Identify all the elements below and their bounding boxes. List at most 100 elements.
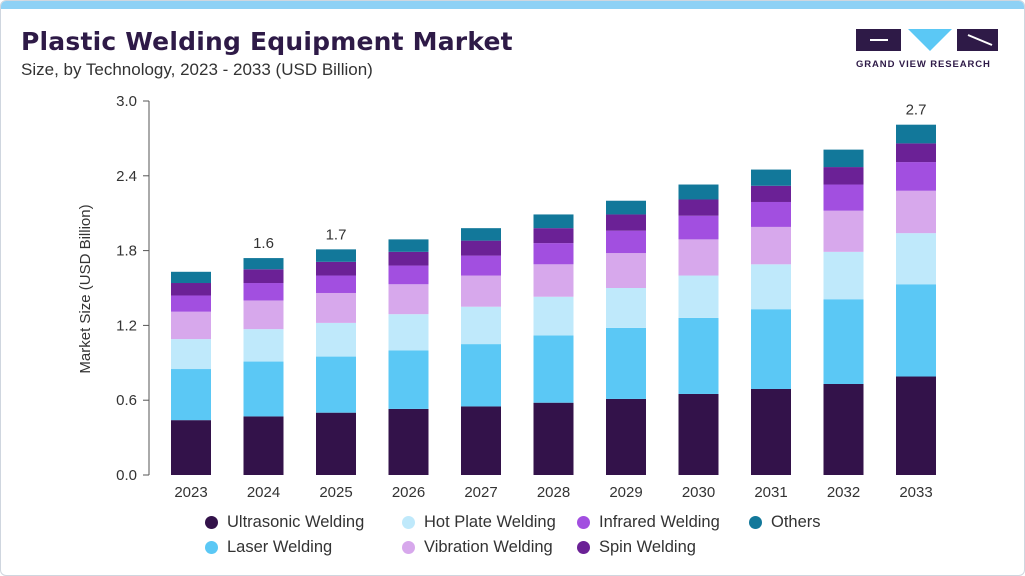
bar-segment (461, 255, 501, 276)
bar-segment (316, 261, 356, 276)
bar-segment (316, 292, 356, 323)
x-tick-label: 2023 (174, 484, 207, 501)
x-axis-ticks: 2023 2024 2025 2026 2027 2028 2029 2030 2031 2032… (174, 484, 932, 501)
legend-swatch (577, 516, 590, 529)
y-axis: 0.0 0.6 1.2 1.8 2.4 3.0 (116, 93, 150, 484)
legend-label: Ultrasonic Welding (227, 513, 365, 531)
bar-segment (388, 284, 429, 315)
bar-segment (316, 249, 356, 262)
bar-segment (533, 214, 574, 229)
chart-subtitle: Size, by Technology, 2023 - 2033 (USD Bi… (21, 60, 373, 79)
bar-segment (896, 190, 936, 234)
legend-label: Vibration Welding (424, 538, 553, 556)
bar-segment (243, 283, 284, 301)
value-label: 1.7 (326, 226, 347, 243)
bar-segment (533, 243, 574, 265)
bar-segment (606, 230, 646, 254)
bar-segment (533, 402, 574, 475)
bar-segment (751, 226, 791, 265)
bar-segment (388, 251, 429, 266)
bar-segment (896, 124, 936, 144)
y-tick-label: 0.6 (116, 392, 137, 409)
bar-segment (388, 265, 429, 285)
bar-segment (461, 240, 501, 256)
bar-segment (751, 185, 791, 202)
bar-segment (606, 214, 646, 231)
bar-segment (171, 311, 211, 340)
bar-segment (751, 388, 791, 475)
bars-group (171, 124, 936, 475)
y-tick-label: 2.4 (116, 168, 137, 185)
y-tick-label: 0.0 (116, 467, 137, 484)
bar-segment (533, 264, 574, 297)
bar-segment (243, 361, 284, 417)
bar-segment (823, 299, 864, 384)
legend-swatch (749, 516, 762, 529)
bar-segment (243, 269, 284, 284)
bar-segment (606, 253, 646, 288)
bar-segment (823, 184, 864, 211)
y-tick-label: 1.8 (116, 243, 137, 260)
bar-segment (533, 228, 574, 244)
legend-label: Hot Plate Welding (424, 513, 556, 531)
legend-swatch (205, 516, 218, 529)
bar-segment (678, 239, 719, 276)
legend-item: Infrared Welding (577, 513, 720, 532)
bar-segment (243, 258, 284, 270)
chart-title: Plastic Welding Equipment Market (21, 27, 513, 56)
bar-segment (243, 329, 284, 362)
top-accent-bar (1, 1, 1024, 9)
x-tick-label: 2031 (754, 484, 787, 501)
legend-swatch (402, 516, 415, 529)
bar-segment (751, 309, 791, 389)
bar-segment (823, 383, 864, 475)
bar-segment (461, 406, 501, 475)
legend-item: Spin Welding (577, 538, 696, 557)
legend-item: Vibration Welding (402, 538, 553, 557)
bar-segment (316, 356, 356, 413)
bar-segment (461, 275, 501, 307)
bar-segment (896, 162, 936, 191)
bar-segment (316, 275, 356, 293)
bar-segment (461, 306, 501, 345)
bar-segment (678, 275, 719, 318)
bar-segment (896, 284, 936, 377)
bar-segment (751, 169, 791, 186)
value-label: 1.6 (253, 235, 274, 252)
legend-label: Laser Welding (227, 538, 333, 556)
bar-segment (388, 314, 429, 351)
bar-segment (171, 369, 211, 421)
x-tick-label: 2027 (464, 484, 497, 501)
bar-segment (606, 200, 646, 215)
bar-segment (678, 317, 719, 394)
chart-legend: Ultrasonic Welding Hot Plate Welding Infra… (205, 513, 845, 563)
x-tick-label: 2026 (392, 484, 425, 501)
bar-annotations: 1.6 1.7 2.7 (253, 102, 926, 252)
bar-segment (751, 264, 791, 310)
legend-label: Spin Welding (599, 538, 696, 556)
bar-segment (896, 233, 936, 285)
y-tick-label: 1.2 (116, 317, 137, 334)
legend-label: Infrared Welding (599, 513, 720, 531)
x-tick-label: 2033 (899, 484, 932, 501)
bar-segment (823, 251, 864, 300)
x-tick-label: 2032 (827, 484, 860, 501)
bar-segment (678, 199, 719, 216)
bar-segment (388, 239, 429, 252)
x-tick-label: 2028 (537, 484, 570, 501)
bar-segment (823, 210, 864, 252)
bar-segment (316, 322, 356, 357)
x-tick-label: 2029 (609, 484, 642, 501)
bar-segment (533, 296, 574, 336)
bar-segment (678, 215, 719, 240)
bar-segment (461, 344, 501, 407)
y-tick-label: 3.0 (116, 93, 137, 110)
bar-segment (388, 408, 429, 475)
logo-block-v (908, 29, 952, 51)
bar-segment (171, 339, 211, 370)
bar-segment (461, 228, 501, 241)
x-tick-label: 2024 (247, 484, 280, 501)
legend-item: Laser Welding (205, 538, 332, 557)
bar-segment (171, 295, 211, 312)
